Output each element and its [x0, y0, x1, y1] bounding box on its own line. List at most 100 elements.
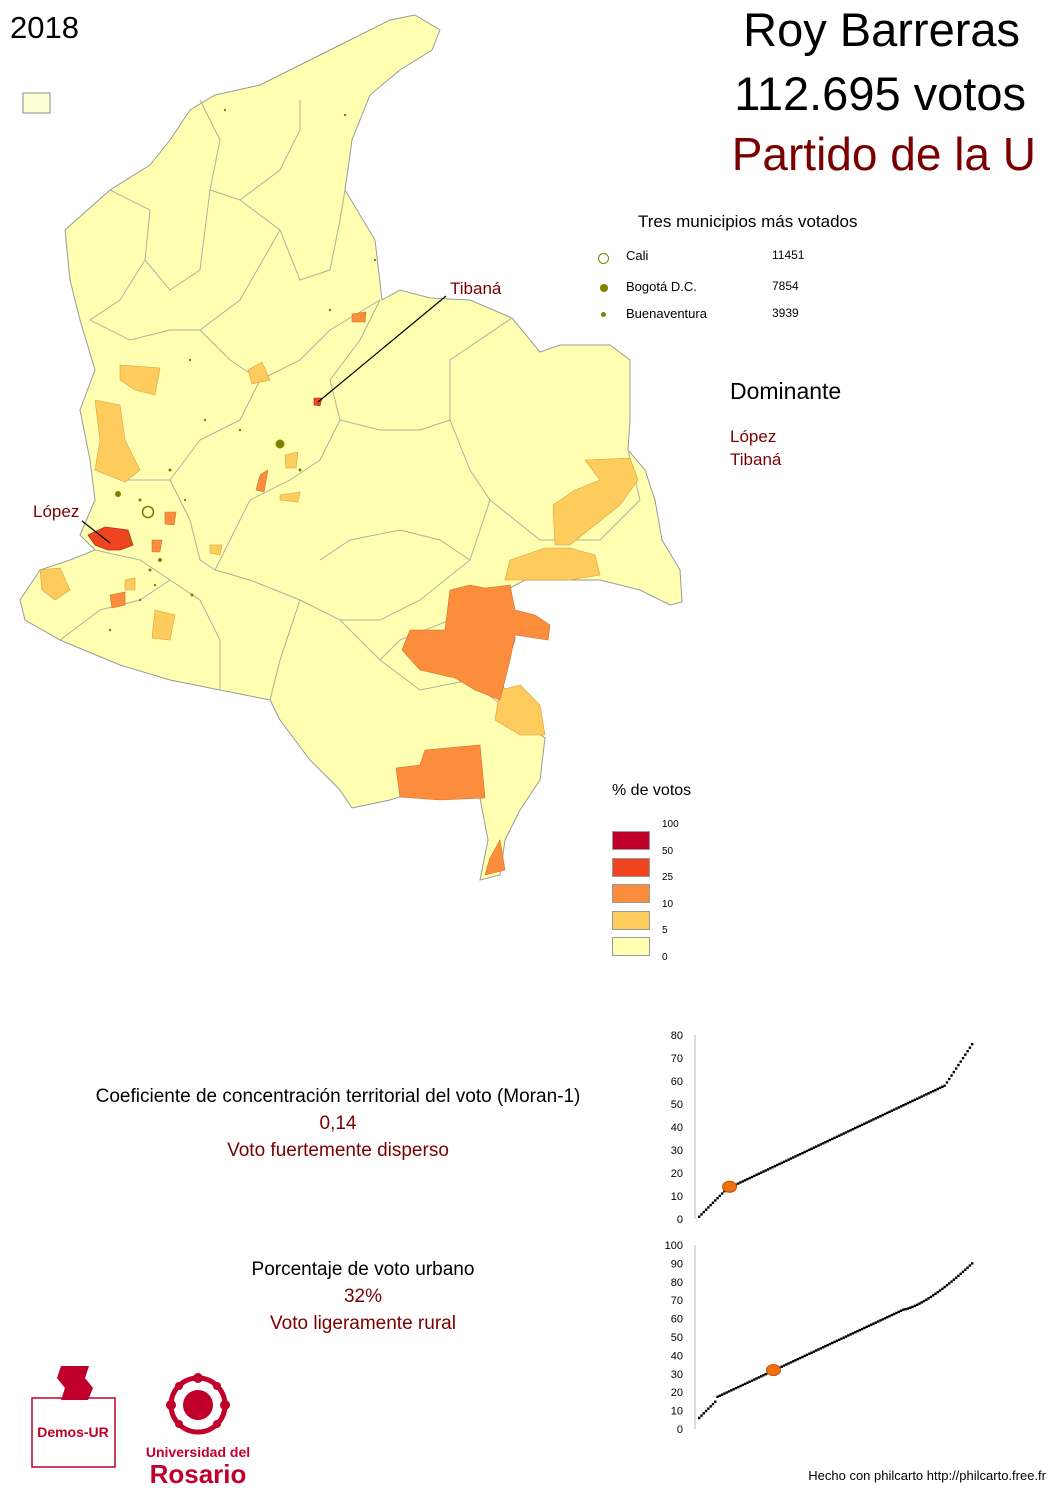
- data-point: [762, 1170, 765, 1173]
- top-row-name: Bogotá D.C.: [626, 279, 697, 294]
- data-point: [870, 1119, 873, 1122]
- party-name: Partido de la U: [731, 128, 1036, 180]
- data-point: [964, 1053, 967, 1056]
- data-point: [817, 1144, 820, 1147]
- urban-value: 32%: [343, 1286, 383, 1307]
- data-point: [785, 1159, 788, 1162]
- data-point: [704, 1409, 708, 1413]
- data-point: [826, 1343, 829, 1347]
- data-point: [911, 1099, 914, 1103]
- data-point: [954, 1276, 958, 1280]
- data-point: [920, 1095, 923, 1098]
- y-tick-label: 10: [671, 1406, 683, 1418]
- data-point: [815, 1145, 818, 1148]
- dominant-title: Dominante: [730, 378, 842, 404]
- data-point: [741, 1180, 744, 1183]
- data-point: [709, 1203, 712, 1207]
- circle-icon: [598, 253, 609, 264]
- data-point: [835, 1135, 839, 1139]
- data-point: [943, 1084, 946, 1087]
- data-point: [716, 1196, 719, 1200]
- y-tick-label: 60: [671, 1076, 683, 1088]
- data-point: [730, 1389, 733, 1392]
- year-label: 2018: [10, 10, 79, 45]
- legend-title: % de votos: [612, 782, 692, 799]
- data-point: [700, 1213, 703, 1216]
- data-point: [964, 1268, 967, 1271]
- dot-icon: [600, 284, 608, 292]
- urban-label: Porcentaje de voto urbano: [251, 1259, 475, 1280]
- data-point: [844, 1335, 848, 1338]
- data-point: [847, 1334, 850, 1337]
- top-row-votes: 3939: [772, 306, 799, 320]
- data-point: [762, 1374, 765, 1377]
- data-point: [821, 1346, 825, 1349]
- data-point: [915, 1097, 919, 1100]
- dot-icon: [601, 312, 606, 317]
- data-point: [874, 1117, 878, 1120]
- data-point: [906, 1307, 910, 1310]
- legend-swatch: [612, 831, 650, 850]
- y-tick-label: 30: [671, 1145, 683, 1157]
- y-tick-label: 0: [677, 1214, 683, 1226]
- data-point: [842, 1132, 845, 1135]
- data-point: [938, 1289, 942, 1292]
- data-point: [755, 1377, 758, 1380]
- data-point: [913, 1304, 917, 1308]
- data-point: [833, 1136, 836, 1140]
- data-point: [867, 1324, 871, 1328]
- data-point: [959, 1272, 962, 1276]
- data-point: [863, 1122, 866, 1125]
- data-point: [764, 1373, 767, 1376]
- data-point: [771, 1166, 774, 1169]
- data-point: [789, 1157, 793, 1160]
- dominant-item: Tibaná: [730, 450, 782, 469]
- data-point: [954, 1067, 958, 1070]
- y-tick-label: 70: [671, 1053, 683, 1065]
- department-borders: [59, 99, 641, 721]
- data-point: [883, 1112, 887, 1116]
- data-point: [723, 1392, 726, 1395]
- data-point: [893, 1312, 896, 1316]
- data-point: [899, 1105, 903, 1108]
- data-point: [720, 1192, 724, 1195]
- data-point: [812, 1146, 816, 1149]
- data-point: [851, 1127, 855, 1131]
- top-municipalities-title: Tres municipios más votados: [638, 212, 858, 231]
- data-point: [957, 1063, 960, 1067]
- data-point: [911, 1305, 914, 1309]
- data-point: [824, 1345, 827, 1348]
- data-point: [801, 1355, 804, 1359]
- data-point: [750, 1175, 754, 1179]
- legend-swatch: [612, 911, 650, 930]
- data-point: [849, 1129, 852, 1132]
- data-point: [893, 1108, 896, 1111]
- data-point: [734, 1386, 738, 1390]
- data-point: [714, 1400, 717, 1403]
- data-point: [874, 1321, 878, 1324]
- data-point: [759, 1375, 763, 1378]
- data-point: [753, 1174, 756, 1178]
- y-tick-label: 80: [671, 1277, 683, 1289]
- data-point: [776, 1163, 779, 1167]
- data-point: [888, 1110, 891, 1114]
- y-tick-label: 100: [665, 1240, 683, 1252]
- data-point: [927, 1092, 930, 1095]
- data-point: [909, 1306, 912, 1309]
- data-point: [700, 1414, 703, 1417]
- small-markers: [108, 108, 377, 632]
- data-point: [932, 1294, 935, 1297]
- data-point: [936, 1290, 939, 1294]
- y-tick-label: 20: [671, 1387, 683, 1399]
- colombia-map: [19, 14, 683, 881]
- data-point: [812, 1350, 816, 1353]
- urban-distribution-chart: 0 10 20 30 40 50 60 70 80 90 100: [665, 1240, 974, 1436]
- moran-stat: Coeficiente de concentración territorial…: [28, 1083, 648, 1164]
- data-point: [854, 1331, 857, 1334]
- legend-break: 0: [662, 952, 668, 963]
- urban-stat: Porcentaje de voto urbano 32% Voto liger…: [53, 1256, 673, 1337]
- data-point: [837, 1338, 841, 1341]
- data-point: [792, 1156, 795, 1159]
- data-point: [698, 1416, 701, 1420]
- data-point: [966, 1266, 969, 1269]
